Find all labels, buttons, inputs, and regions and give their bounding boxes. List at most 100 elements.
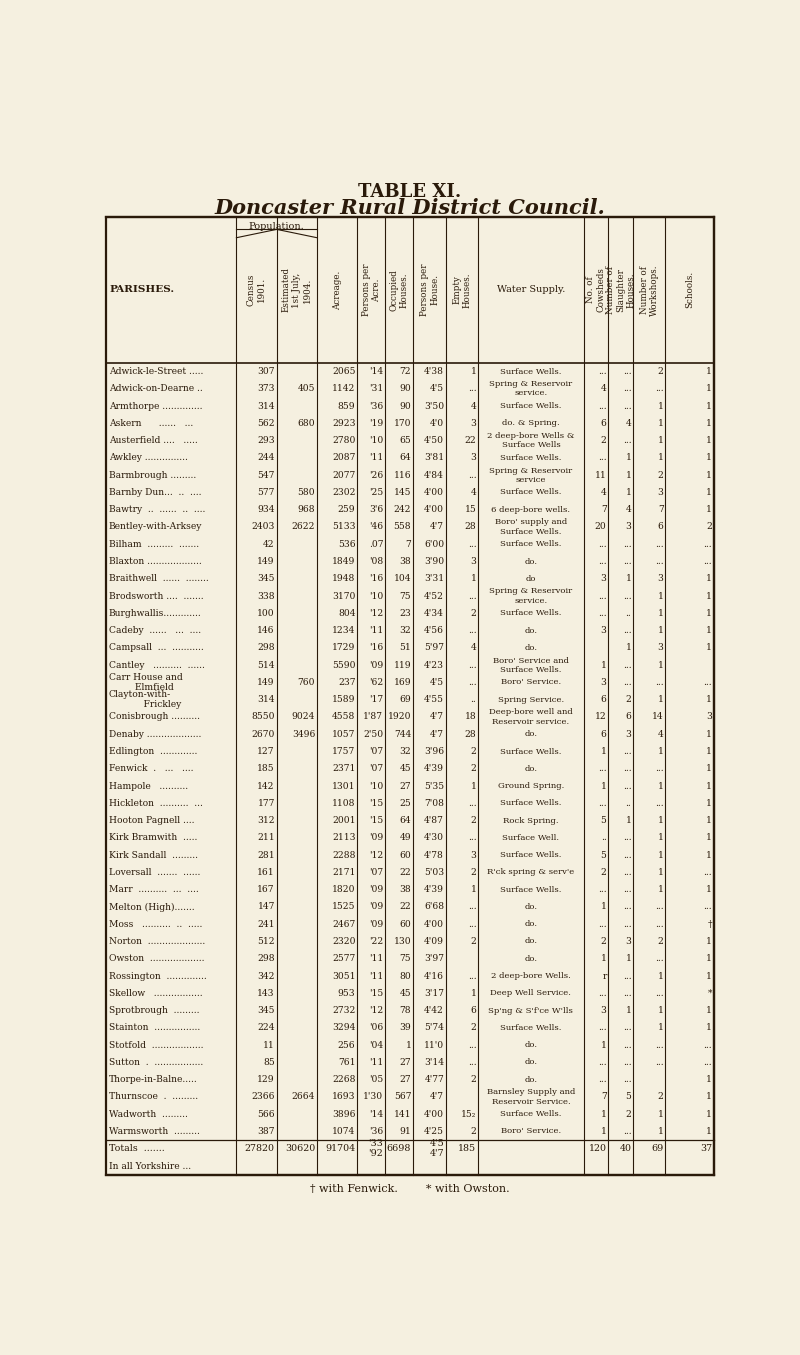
Text: '16: '16 [369,644,383,652]
Text: Census
1901.: Census 1901. [247,274,266,306]
Text: 119: 119 [394,661,411,669]
Text: 1301: 1301 [332,782,355,790]
Text: 4: 4 [601,385,606,393]
Text: 104: 104 [394,575,411,583]
Text: Bilham  .........  .......: Bilham ......... ....... [109,539,199,549]
Text: 1: 1 [706,695,712,705]
Text: 1: 1 [658,436,663,446]
Text: 5: 5 [601,851,606,859]
Text: 1729: 1729 [332,644,355,652]
Text: 3: 3 [658,488,663,497]
Text: ...: ... [622,972,631,981]
Text: 4'23: 4'23 [424,661,444,669]
Text: 1: 1 [706,1127,712,1135]
Text: '15: '15 [369,989,383,997]
Text: Surface Wells.: Surface Wells. [500,367,562,375]
Text: ...: ... [703,1058,712,1066]
Text: 2320: 2320 [332,938,355,946]
Text: 577: 577 [258,488,275,497]
Text: 4: 4 [601,488,606,497]
Text: ...: ... [655,764,663,774]
Text: In all Yorkshire ...: In all Yorkshire ... [109,1161,191,1171]
Text: '22: '22 [369,938,383,946]
Text: '04: '04 [370,1041,383,1050]
Text: 3: 3 [658,575,663,583]
Text: '16: '16 [369,575,383,583]
Text: 2: 2 [470,1023,476,1033]
Text: ...: ... [598,1075,606,1084]
Text: 1: 1 [706,833,712,843]
Text: 3: 3 [601,575,606,583]
Text: Fenwick  .   ...   ....: Fenwick . ... .... [109,764,193,774]
Text: '11: '11 [369,1058,383,1066]
Text: 27820: 27820 [245,1144,275,1153]
Text: 3: 3 [626,523,631,531]
Text: 2403: 2403 [251,523,275,531]
Text: 558: 558 [394,523,411,531]
Text: 1: 1 [658,419,663,428]
Text: 4'00: 4'00 [424,1110,444,1119]
Text: 1: 1 [658,816,663,825]
Text: Owston  ...................: Owston ................... [109,954,204,963]
Text: ...: ... [622,1041,631,1050]
Text: '11: '11 [369,454,383,462]
Text: 2664: 2664 [292,1092,315,1102]
Text: 4: 4 [626,505,631,515]
Text: 127: 127 [258,747,275,756]
Text: do.: do. [524,902,538,911]
Text: Barnby Dun...  ..  ....: Barnby Dun... .. .... [109,488,201,497]
Text: Deep Well Service.: Deep Well Service. [490,989,571,997]
Text: 2: 2 [658,1092,663,1102]
Text: '09: '09 [369,920,383,928]
Text: 38: 38 [399,557,411,566]
Text: Surface Wells.: Surface Wells. [500,851,562,859]
Text: 1: 1 [706,1005,712,1015]
Text: 90: 90 [399,401,411,411]
Text: 298: 298 [258,954,275,963]
Text: '11: '11 [369,626,383,635]
Text: ...: ... [598,989,606,997]
Text: Adwick-on-Dearne ..: Adwick-on-Dearne .. [109,385,202,393]
Text: 75: 75 [400,954,411,963]
Text: Campsall  ...  ...........: Campsall ... ........... [109,644,203,652]
Text: 1: 1 [706,419,712,428]
Text: ...: ... [622,1023,631,1033]
Text: Stainton  ................: Stainton ................ [109,1023,200,1033]
Text: do.: do. [524,955,538,963]
Text: ...: ... [598,1023,606,1033]
Text: 2: 2 [658,470,663,480]
Text: 1: 1 [601,782,606,790]
Text: ...: ... [622,436,631,446]
Text: 4'56: 4'56 [424,626,444,635]
Text: 1108: 1108 [332,799,355,808]
Text: 9024: 9024 [292,713,315,721]
Text: do.: do. [524,557,538,565]
Text: 3896: 3896 [332,1110,355,1119]
Text: 804: 804 [338,608,355,618]
Text: 28: 28 [465,730,476,738]
Text: 6: 6 [601,419,606,428]
Text: 2: 2 [470,764,476,774]
Text: 2171: 2171 [332,869,355,877]
Text: 512: 512 [258,938,275,946]
Text: 1: 1 [706,816,712,825]
Text: Braithwell  ......  ........: Braithwell ...... ........ [109,575,209,583]
Text: 1: 1 [706,954,712,963]
Text: 2: 2 [626,695,631,705]
Text: 259: 259 [338,505,355,515]
Text: 1: 1 [658,1127,663,1135]
Text: 15: 15 [465,505,476,515]
Text: ...: ... [655,799,663,808]
Text: Persons per
House.: Persons per House. [420,264,439,316]
Text: ...: ... [468,592,476,600]
Text: do: do [526,575,536,583]
Text: 1: 1 [706,1110,712,1119]
Text: 91704: 91704 [326,1144,355,1153]
Text: 3170: 3170 [332,592,355,600]
Text: 1: 1 [706,575,712,583]
Text: Doncaster Rural District Council.: Doncaster Rural District Council. [214,198,606,218]
Text: Surface Wells.: Surface Wells. [500,541,562,549]
Text: 1: 1 [658,454,663,462]
Text: 224: 224 [258,1023,275,1033]
Text: Wadworth  .........: Wadworth ......... [109,1110,187,1119]
